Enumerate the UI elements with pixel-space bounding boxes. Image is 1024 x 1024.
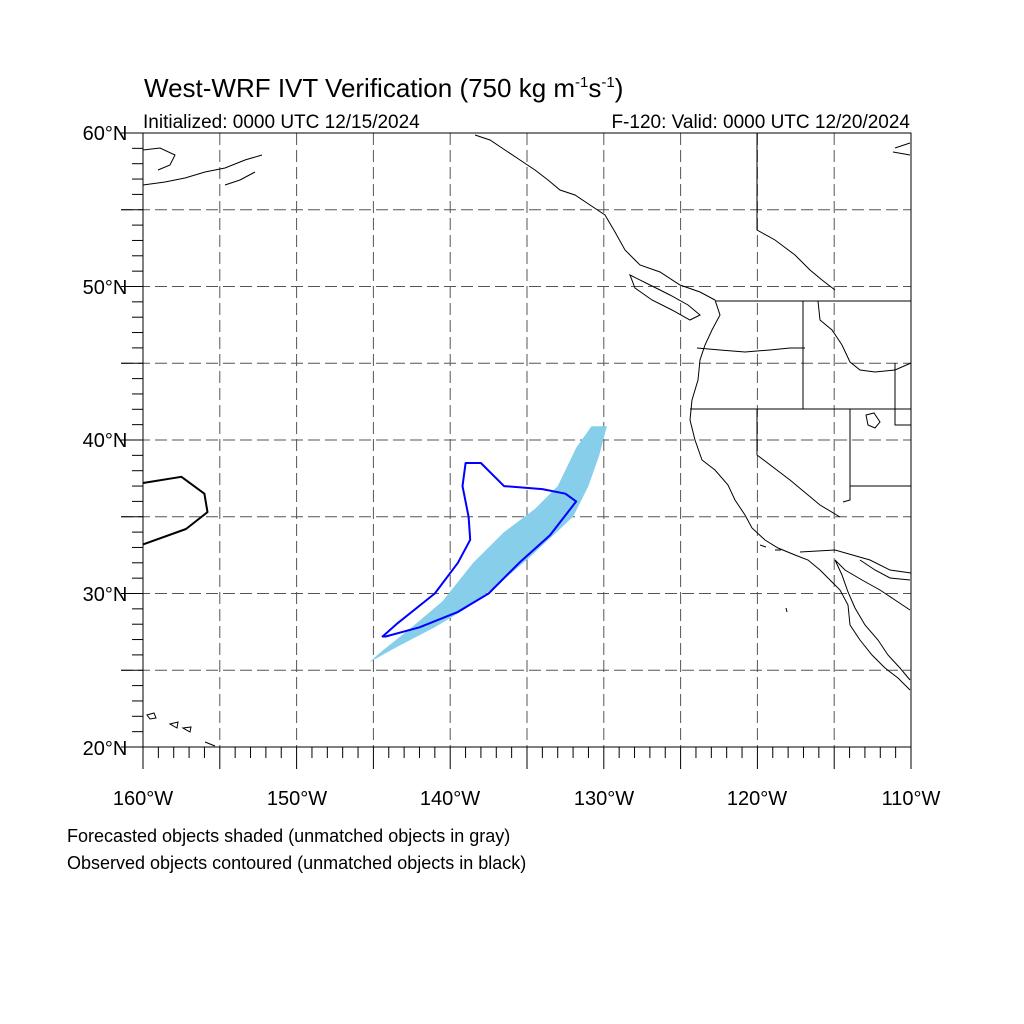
border-wa-or (696, 347, 805, 353)
coastline-hawaii (146, 712, 216, 747)
verification-objects (142, 426, 607, 663)
longitude-labels: 160°W 150°W 140°W 130°W 120°W 110°W (113, 788, 941, 810)
initialized-label: Initialized: 0000 UTC 12/15/2024 (143, 112, 420, 133)
coastline-alaska-islands (142, 147, 263, 186)
graticule (121, 133, 911, 747)
lat-label-30: 30°N (83, 584, 128, 606)
valid-label: F-120: Valid: 0000 UTC 12/20/2024 (611, 112, 910, 133)
map-area (121, 133, 912, 747)
forecast-object-0 (368, 426, 607, 663)
coastlines (142, 134, 911, 747)
lat-label-50: 50°N (83, 277, 128, 299)
legend-forecast: Forecasted objects shaded (unmatched obj… (67, 826, 510, 846)
coastline-great-salt-lake (865, 412, 881, 429)
coastline-baja (834, 559, 911, 681)
coastline-north (474, 134, 911, 691)
border-alaska-canada (756, 133, 836, 291)
lon-label-120w: 120°W (727, 788, 787, 810)
lat-label-40: 40°N (83, 430, 128, 452)
legend-observed: Observed objects contoured (unmatched ob… (67, 853, 526, 873)
political-borders (690, 133, 912, 574)
border-us-mexico (799, 549, 912, 574)
lat-label-60: 60°N (83, 123, 128, 145)
lon-label-160w: 160°W (113, 788, 173, 810)
border-nv-ut (842, 409, 851, 503)
lon-label-150w: 150°W (267, 788, 327, 810)
lon-label-110w: 110°W (882, 788, 941, 810)
observed-object-0 (381, 462, 578, 638)
coastline-vancouver-island (629, 273, 701, 321)
border-wy (894, 363, 911, 426)
border-id-mt (817, 300, 912, 373)
border-ca-nv (756, 409, 841, 518)
observed-object-1 (142, 475, 209, 546)
lon-label-140w: 140°W (420, 788, 480, 810)
title-exp2: -1 (601, 74, 614, 91)
title-exp1: -1 (575, 74, 588, 91)
figure-title: West-WRF IVT Verification (750 kg m-1s-1… (144, 73, 623, 103)
lat-label-20: 20°N (83, 738, 128, 760)
axis-ticks (121, 132, 912, 769)
coastline-ne-corner (892, 142, 911, 156)
lon-label-130w: 130°W (574, 788, 634, 810)
coastline-channel-islands (759, 544, 788, 613)
coastline-mexico (859, 559, 911, 581)
latitude-labels: 60°N 50°N 40°N 30°N 20°N (83, 123, 128, 760)
